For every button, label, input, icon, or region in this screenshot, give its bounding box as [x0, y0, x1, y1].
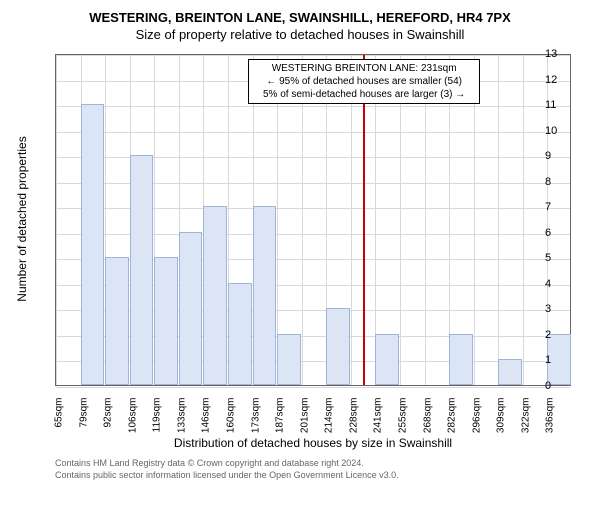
- reference-line: [363, 55, 365, 385]
- footer-line1: Contains HM Land Registry data © Crown c…: [55, 458, 364, 468]
- grid-line-vertical: [498, 55, 499, 385]
- x-tick-label: 173sqm: [250, 398, 261, 442]
- histogram-bar: [203, 206, 227, 385]
- x-tick-label: 228sqm: [348, 398, 359, 442]
- x-tick-label: 92sqm: [103, 398, 114, 442]
- y-tick-label: 6: [545, 227, 596, 239]
- grid-line-vertical: [351, 55, 352, 385]
- annotation-box: WESTERING BREINTON LANE: 231sqm← 95% of …: [248, 59, 480, 104]
- x-tick-label: 79sqm: [78, 398, 89, 442]
- histogram-bar: [154, 257, 178, 385]
- y-tick-label: 10: [545, 125, 596, 137]
- grid-line-horizontal: [56, 132, 570, 133]
- x-tick-label: 309sqm: [496, 398, 507, 442]
- y-tick-label: 2: [545, 329, 596, 341]
- histogram-bar: [81, 104, 105, 385]
- y-tick-label: 13: [545, 48, 596, 60]
- x-tick-label: 255sqm: [398, 398, 409, 442]
- grid-line-vertical: [425, 55, 426, 385]
- x-tick-label: 187sqm: [275, 398, 286, 442]
- x-tick-label: 241sqm: [373, 398, 384, 442]
- x-tick-label: 119sqm: [152, 398, 163, 442]
- plot-area: WESTERING BREINTON LANE: 231sqm← 95% of …: [55, 54, 571, 386]
- y-tick-label: 1: [545, 354, 596, 366]
- histogram-bar: [375, 334, 399, 385]
- histogram-bar: [326, 308, 350, 385]
- grid-line-vertical: [302, 55, 303, 385]
- y-axis-label: Number of detached properties: [15, 119, 29, 319]
- y-tick-label: 4: [545, 278, 596, 290]
- grid-line-vertical: [523, 55, 524, 385]
- chart-container: WESTERING, BREINTON LANE, SWAINSHILL, HE…: [0, 10, 600, 510]
- chart-title-line1: WESTERING, BREINTON LANE, SWAINSHILL, HE…: [0, 10, 600, 25]
- grid-line-horizontal: [56, 55, 570, 56]
- footer-line2: Contains public sector information licen…: [55, 470, 399, 480]
- x-tick-label: 65sqm: [54, 398, 65, 442]
- histogram-bar: [105, 257, 129, 385]
- grid-line-vertical: [400, 55, 401, 385]
- x-tick-label: 201sqm: [299, 398, 310, 442]
- x-tick-label: 322sqm: [520, 398, 531, 442]
- y-tick-label: 3: [545, 303, 596, 315]
- y-tick-label: 7: [545, 201, 596, 213]
- y-tick-label: 9: [545, 150, 596, 162]
- y-tick-label: 5: [545, 252, 596, 264]
- annotation-line2: ← 95% of detached houses are smaller (54…: [253, 75, 475, 88]
- histogram-bar: [228, 283, 252, 385]
- x-tick-label: 282sqm: [447, 398, 458, 442]
- histogram-bar: [277, 334, 301, 385]
- histogram-bar: [253, 206, 277, 385]
- x-tick-label: 106sqm: [127, 398, 138, 442]
- x-tick-label: 146sqm: [201, 398, 212, 442]
- annotation-line1: WESTERING BREINTON LANE: 231sqm: [253, 62, 475, 75]
- chart-title-line2: Size of property relative to detached ho…: [0, 27, 600, 42]
- y-tick-label: 8: [545, 176, 596, 188]
- histogram-bar: [179, 232, 203, 385]
- x-tick-label: 336sqm: [545, 398, 556, 442]
- annotation-line3: 5% of semi-detached houses are larger (3…: [253, 88, 475, 101]
- y-tick-label: 11: [545, 99, 596, 111]
- grid-line-horizontal: [56, 387, 570, 388]
- x-tick-label: 214sqm: [324, 398, 335, 442]
- histogram-bar: [498, 359, 522, 385]
- grid-line-vertical: [56, 55, 57, 385]
- y-tick-label: 12: [545, 74, 596, 86]
- x-tick-label: 268sqm: [422, 398, 433, 442]
- x-tick-label: 160sqm: [226, 398, 237, 442]
- grid-line-horizontal: [56, 106, 570, 107]
- x-tick-label: 296sqm: [471, 398, 482, 442]
- histogram-bar: [130, 155, 154, 385]
- grid-line-vertical: [474, 55, 475, 385]
- y-tick-label: 0: [545, 380, 596, 392]
- x-tick-label: 133sqm: [176, 398, 187, 442]
- histogram-bar: [449, 334, 473, 385]
